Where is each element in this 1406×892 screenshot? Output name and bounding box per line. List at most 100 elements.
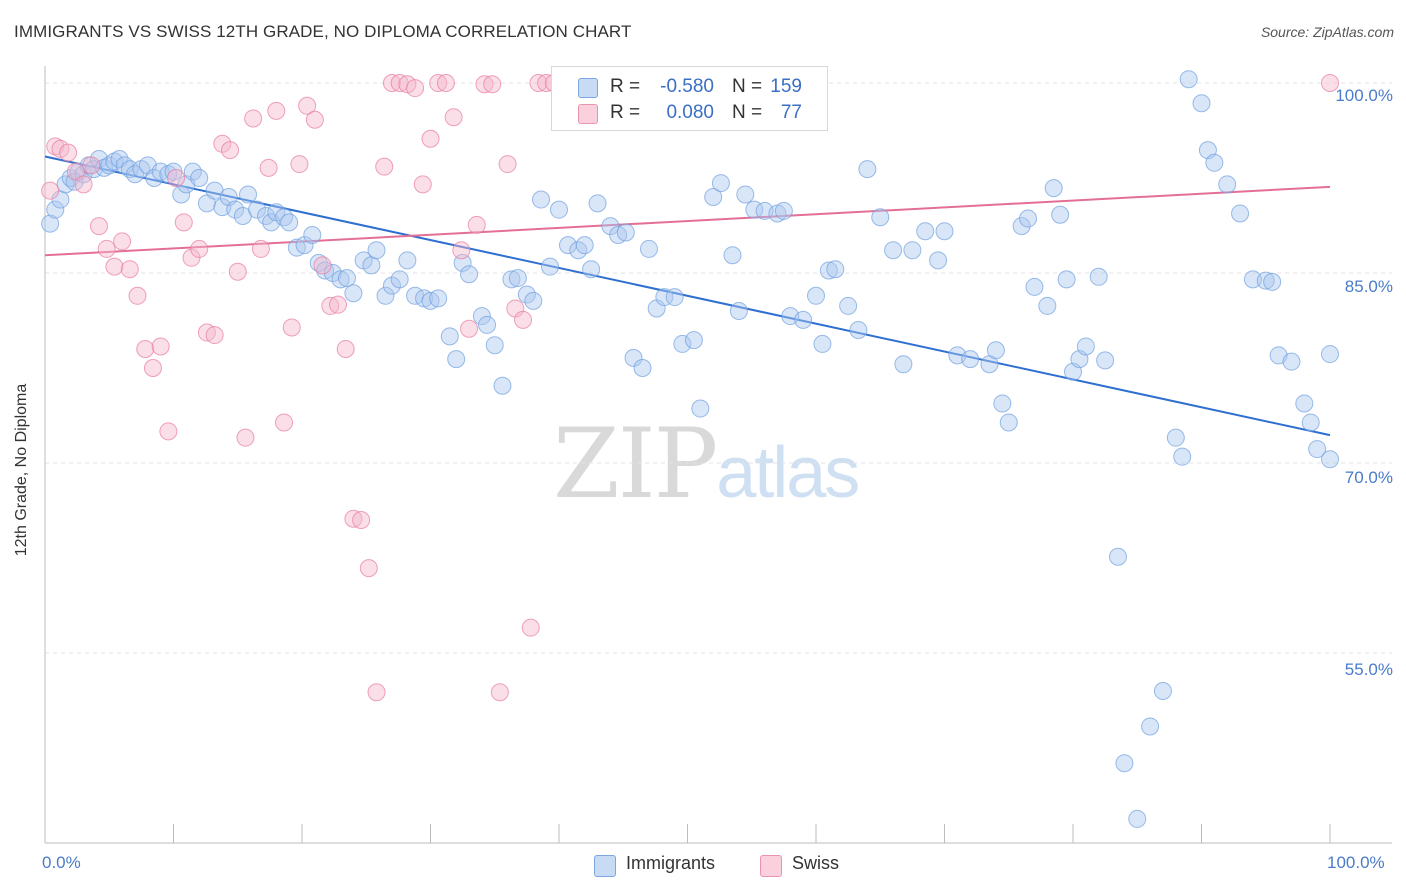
stats-legend: R = -0.580 N = 159 R = 0.080 N = 77 bbox=[551, 66, 828, 131]
data-point-immigrants bbox=[1231, 204, 1250, 223]
y-tick-label-55: 55.0% bbox=[1344, 660, 1393, 679]
data-point-swiss bbox=[105, 257, 124, 276]
data-point-immigrants bbox=[1025, 277, 1044, 296]
data-point-immigrants bbox=[1321, 345, 1339, 364]
data-point-immigrants bbox=[390, 270, 409, 289]
gridlines bbox=[45, 82, 1392, 654]
data-point-swiss bbox=[352, 511, 371, 529]
data-point-swiss bbox=[429, 74, 448, 92]
data-point-swiss bbox=[151, 337, 170, 356]
data-point-immigrants bbox=[485, 336, 504, 355]
data-point-swiss bbox=[143, 359, 162, 377]
data-point-swiss bbox=[97, 239, 116, 258]
data-point-immigrants bbox=[929, 251, 948, 270]
data-point-immigrants bbox=[839, 296, 858, 315]
data-point-swiss bbox=[82, 156, 101, 175]
data-point-immigrants bbox=[190, 169, 209, 187]
data-point-immigrants bbox=[704, 188, 723, 206]
data-point-swiss bbox=[498, 155, 517, 174]
data-point-swiss bbox=[41, 181, 60, 200]
data-point-immigrants bbox=[248, 200, 267, 219]
data-point-swiss bbox=[267, 101, 286, 120]
data-point-immigrants bbox=[323, 264, 342, 282]
data-point-immigrants bbox=[493, 376, 512, 395]
data-point-immigrants bbox=[382, 276, 401, 295]
data-point-immigrants bbox=[673, 334, 692, 353]
data-point-swiss bbox=[529, 74, 548, 92]
data-point-swiss bbox=[514, 310, 533, 329]
data-point-immigrants bbox=[502, 270, 521, 289]
data-point-immigrants bbox=[774, 201, 793, 220]
data-point-swiss bbox=[174, 213, 193, 232]
data-point-swiss bbox=[74, 175, 93, 194]
data-point-immigrants bbox=[1308, 440, 1327, 459]
data-point-immigrants bbox=[575, 236, 594, 255]
data-point-immigrants bbox=[736, 185, 755, 204]
data-point-immigrants bbox=[729, 302, 748, 320]
data-point-swiss bbox=[236, 428, 255, 447]
x-tick-label-max: 100.0% bbox=[1327, 853, 1385, 872]
data-point-immigrants bbox=[935, 222, 954, 241]
data-point-immigrants bbox=[691, 399, 710, 418]
data-point-immigrants bbox=[46, 200, 65, 219]
data-point-swiss bbox=[344, 509, 363, 528]
legend-swatch-immigrants bbox=[578, 78, 598, 98]
data-point-swiss bbox=[367, 683, 386, 702]
legend-n-label: N = bbox=[732, 102, 763, 123]
data-point-immigrants bbox=[993, 394, 1012, 413]
data-point-immigrants bbox=[472, 307, 491, 326]
data-point-immigrants bbox=[655, 288, 674, 307]
data-point-immigrants bbox=[105, 152, 124, 171]
legend-swatch-immigrants bbox=[594, 855, 616, 877]
data-point-swiss bbox=[205, 326, 224, 345]
data-point-immigrants bbox=[1141, 717, 1160, 736]
legend-r-value: -0.580 bbox=[660, 76, 714, 97]
data-point-immigrants bbox=[884, 241, 903, 260]
data-point-immigrants bbox=[1301, 413, 1320, 432]
data-point-immigrants bbox=[1051, 205, 1070, 224]
x-tick-label-min: 0.0% bbox=[42, 853, 81, 872]
data-point-swiss bbox=[475, 75, 494, 94]
data-point-immigrants bbox=[1282, 352, 1301, 371]
data-point-immigrants bbox=[1038, 296, 1057, 315]
data-point-immigrants bbox=[1128, 809, 1147, 828]
watermark-atlas: atlas bbox=[716, 433, 860, 513]
data-point-swiss bbox=[467, 215, 486, 234]
data-point-swiss bbox=[444, 108, 463, 127]
data-point-immigrants bbox=[1173, 447, 1192, 466]
data-point-immigrants bbox=[665, 288, 684, 307]
data-point-swiss bbox=[167, 169, 186, 187]
trend-line-immigrants bbox=[44, 155, 1331, 437]
trend-line-swiss bbox=[44, 185, 1331, 257]
data-point-swiss bbox=[490, 683, 509, 702]
data-point-immigrants bbox=[303, 226, 322, 244]
data-point-immigrants bbox=[807, 286, 825, 305]
data-point-immigrants bbox=[999, 413, 1018, 432]
data-point-immigrants bbox=[826, 260, 845, 279]
data-point-swiss bbox=[244, 109, 263, 128]
watermark: ZIPatlas bbox=[553, 408, 860, 520]
legend-label-immigrants: Immigrants bbox=[626, 853, 716, 873]
data-point-swiss bbox=[128, 286, 147, 305]
data-point-immigrants bbox=[903, 241, 922, 260]
trend-lines bbox=[44, 155, 1331, 437]
legend-row-swiss: R = 0.080 N = 77 bbox=[552, 102, 827, 126]
data-point-immigrants bbox=[633, 359, 652, 377]
data-point-immigrants bbox=[376, 286, 395, 305]
chart-title: IMMIGRANTS VS SWISS 12TH GRADE, NO DIPLO… bbox=[14, 22, 632, 41]
source-note: Source: ZipAtlas.com bbox=[1260, 24, 1394, 40]
data-point-immigrants bbox=[1012, 217, 1031, 236]
legend-n-value: 77 bbox=[780, 102, 802, 123]
data-point-immigrants bbox=[145, 169, 164, 187]
data-point-immigrants bbox=[1153, 682, 1172, 700]
data-point-immigrants bbox=[447, 350, 466, 369]
data-point-immigrants bbox=[550, 200, 568, 219]
data-point-immigrants bbox=[894, 355, 913, 374]
axes bbox=[44, 66, 1392, 844]
data-point-immigrants bbox=[172, 185, 191, 204]
data-point-immigrants bbox=[1115, 754, 1134, 773]
data-point-immigrants bbox=[582, 260, 601, 279]
data-point-swiss bbox=[359, 559, 378, 578]
data-point-immigrants bbox=[541, 257, 560, 276]
data-point-immigrants bbox=[524, 291, 543, 310]
